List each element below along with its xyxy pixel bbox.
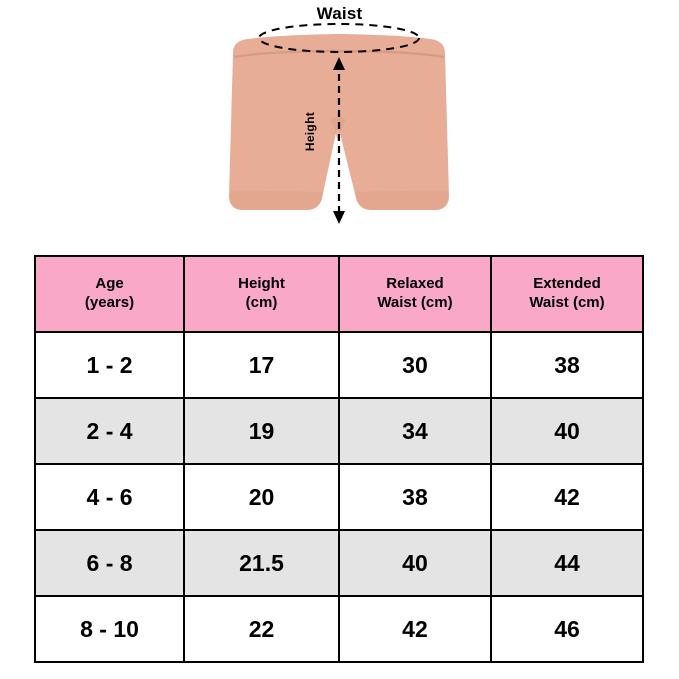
cell-age: 2 - 4 bbox=[33, 397, 186, 465]
column-header-relaxed-waist: Relaxed Waist (cm) bbox=[337, 255, 492, 333]
table-header-row: Age (years) Height (cm) Relaxed Waist (c… bbox=[33, 255, 645, 333]
garment-illustration: Waist Height bbox=[0, 0, 679, 250]
table-row: 8 - 10 22 42 46 bbox=[33, 595, 645, 663]
cell-age: 1 - 2 bbox=[33, 331, 186, 399]
column-header-relaxed-line1: Relaxed bbox=[386, 275, 444, 293]
shorts-crotch-shade bbox=[330, 117, 346, 142]
shorts-right-hem bbox=[355, 190, 448, 210]
cell-height: 19 bbox=[183, 397, 340, 465]
waist-label: Waist bbox=[316, 4, 363, 23]
column-header-age-line1: Age bbox=[95, 275, 124, 293]
column-header-height-line2: (cm) bbox=[245, 294, 278, 311]
cell-age: 6 - 8 bbox=[33, 529, 186, 597]
column-header-relaxed-line2: Waist (cm) bbox=[377, 294, 453, 311]
cell-relaxed-waist: 42 bbox=[337, 595, 492, 663]
cell-age: 8 - 10 bbox=[33, 595, 186, 663]
cell-height: 21.5 bbox=[183, 529, 340, 597]
column-header-extended-waist: Extended Waist (cm) bbox=[489, 255, 645, 333]
column-header-height: Height (cm) bbox=[183, 255, 340, 333]
waist-measure-ellipse bbox=[258, 23, 420, 53]
cell-age: 4 - 6 bbox=[33, 463, 186, 531]
height-arrow-bottom-icon bbox=[333, 211, 345, 224]
cell-height: 17 bbox=[183, 331, 340, 399]
shorts-waistband-line bbox=[233, 49, 445, 59]
cell-height: 20 bbox=[183, 463, 340, 531]
cell-extended-waist: 44 bbox=[489, 529, 645, 597]
column-header-age-line2: (years) bbox=[84, 294, 135, 311]
table-row: 2 - 4 19 34 40 bbox=[33, 397, 645, 465]
shorts-left-hem bbox=[230, 190, 323, 210]
table-header: Age (years) Height (cm) Relaxed Waist (c… bbox=[33, 255, 645, 333]
cell-extended-waist: 46 bbox=[489, 595, 645, 663]
column-header-extended-line1: Extended bbox=[533, 275, 601, 293]
cell-height: 22 bbox=[183, 595, 340, 663]
column-header-age: Age (years) bbox=[33, 255, 186, 333]
table-row: 6 - 8 21.5 40 44 bbox=[33, 529, 645, 597]
table-body: 1 - 2 17 30 38 2 - 4 19 34 40 4 - 6 20 3… bbox=[33, 331, 645, 663]
height-arrow-top-icon bbox=[333, 57, 345, 70]
cell-relaxed-waist: 34 bbox=[337, 397, 492, 465]
cell-extended-waist: 42 bbox=[489, 463, 645, 531]
column-header-height-line1: Height bbox=[238, 275, 285, 293]
cell-extended-waist: 40 bbox=[489, 397, 645, 465]
height-label: Height bbox=[303, 112, 317, 152]
table-row: 4 - 6 20 38 42 bbox=[33, 463, 645, 531]
cell-extended-waist: 38 bbox=[489, 331, 645, 399]
table-row: 1 - 2 17 30 38 bbox=[33, 331, 645, 399]
cell-relaxed-waist: 38 bbox=[337, 463, 492, 531]
column-header-extended-line2: Waist (cm) bbox=[529, 294, 605, 311]
size-chart-table: Age (years) Height (cm) Relaxed Waist (c… bbox=[33, 255, 645, 663]
cell-relaxed-waist: 40 bbox=[337, 529, 492, 597]
cell-relaxed-waist: 30 bbox=[337, 331, 492, 399]
shorts-diagram-icon bbox=[229, 23, 449, 224]
